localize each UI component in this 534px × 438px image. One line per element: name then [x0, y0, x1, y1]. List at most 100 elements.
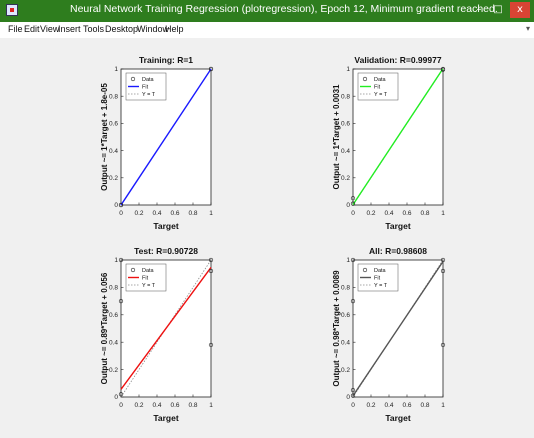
- data-point: [208, 66, 214, 72]
- x-tick-label: 0.6: [170, 402, 179, 409]
- y-tick-label: 0.2: [341, 367, 350, 374]
- y-tick-label: 0.6: [109, 312, 118, 319]
- y-axis-label: Output ~= 1*Target + 1.8e-05: [100, 83, 109, 191]
- menu-edit[interactable]: Edit: [24, 24, 40, 34]
- y-axis-label: Output ~= 0.98*Target + 0.0089: [332, 270, 341, 387]
- fit-line: [352, 68, 444, 205]
- legend-fit-label: Fit: [142, 85, 149, 91]
- x-tick-label: 1: [209, 210, 213, 217]
- y-axis-label: Output ~= 0.89*Target + 0.056: [100, 272, 109, 384]
- data-point: [208, 268, 214, 274]
- x-tick-label: 0: [351, 402, 355, 409]
- x-axis-label: Target: [153, 413, 179, 423]
- y-tick-label: 0.2: [341, 175, 350, 182]
- data-point: [350, 257, 356, 263]
- data-point: [350, 201, 356, 206]
- y-tick-label: 0.8: [341, 285, 350, 292]
- y-tick-label: 0.8: [341, 93, 350, 100]
- data-point: [118, 257, 124, 263]
- legend-data-marker: [130, 267, 136, 273]
- legend-data-label: Data: [142, 268, 155, 274]
- x-tick-label: 0.2: [366, 402, 375, 409]
- menu-file[interactable]: File: [8, 24, 23, 34]
- y-axis-label: Output ~= 1*Target + 0.0031: [332, 84, 341, 190]
- x-tick-label: 0: [119, 402, 123, 409]
- plot-title: Test: R=0.90728: [134, 246, 198, 256]
- y-tick-label: 0.8: [109, 285, 118, 292]
- fit-line: [120, 266, 212, 390]
- data-point: [350, 388, 356, 393]
- x-tick-label: 0.8: [420, 402, 429, 409]
- close-button[interactable]: x: [510, 2, 530, 18]
- title-bar: Neural Network Training Regression (plot…: [0, 0, 534, 22]
- data-point: [350, 299, 356, 304]
- legend-yt-label: Y = T: [374, 283, 388, 289]
- minimize-button[interactable]: –: [476, 4, 482, 15]
- legend-data-marker: [362, 267, 368, 273]
- y-tick-label: 0: [346, 394, 350, 401]
- x-tick-label: 0.4: [384, 210, 393, 217]
- menu-insert[interactable]: Insert: [58, 24, 81, 34]
- x-tick-label: 1: [441, 210, 445, 217]
- y-tick-label: 0: [346, 202, 350, 209]
- plot-1: Training: R=1 Target Output ~= 1*Target + …: [100, 55, 213, 231]
- data-point: [350, 196, 356, 201]
- plot-4: All: R=0.98608 Target Output ~= 0.98*Targe…: [332, 246, 445, 423]
- data-point: [440, 268, 446, 274]
- y-tick-label: 0: [114, 202, 118, 209]
- data-point: [118, 392, 124, 397]
- legend-yt-label: Y = T: [142, 283, 156, 289]
- y-tick-label: 1: [346, 66, 350, 73]
- data-point: [118, 299, 124, 304]
- x-tick-label: 0.2: [134, 402, 143, 409]
- x-tick-label: 0.2: [134, 210, 143, 217]
- legend-data-marker: [130, 76, 136, 82]
- maximize-button[interactable]: □: [493, 4, 503, 15]
- menu-help[interactable]: Help: [165, 24, 184, 34]
- y-tick-label: 0.2: [109, 367, 118, 374]
- y-tick-label: 1: [114, 257, 118, 264]
- y-tick-label: 0.4: [341, 148, 350, 155]
- y-tick-label: 0.6: [109, 121, 118, 128]
- x-tick-label: 0.6: [170, 210, 179, 217]
- menu-window[interactable]: Window: [137, 24, 170, 34]
- legend-yt-label: Y = T: [374, 92, 388, 98]
- toolbar-toggle-icon[interactable]: ▾: [525, 24, 530, 33]
- legend-yt-label: Y = T: [142, 92, 156, 98]
- data-point: [440, 67, 446, 72]
- y-tick-label: 0.4: [341, 339, 350, 346]
- y-tick-label: 0.2: [109, 175, 118, 182]
- window-title: Neural Network Training Regression (plot…: [70, 3, 498, 15]
- data-point: [350, 393, 356, 398]
- menu-desktop[interactable]: Desktop: [105, 24, 139, 34]
- y-tick-label: 0: [114, 394, 118, 401]
- plot-2: Validation: R=0.99977 Target Output ~= 1*T…: [332, 55, 445, 231]
- data-point: [208, 342, 214, 348]
- menu-tools[interactable]: Tools: [83, 24, 105, 34]
- y-tick-label: 0.4: [109, 148, 118, 155]
- x-tick-label: 0.8: [420, 210, 429, 217]
- x-axis-label: Target: [385, 221, 411, 231]
- x-tick-label: 0.4: [152, 402, 161, 409]
- x-axis-label: Target: [385, 413, 411, 423]
- menu-view[interactable]: View: [40, 24, 60, 34]
- data-point: [208, 257, 214, 263]
- x-tick-label: 0.6: [402, 402, 411, 409]
- y-tick-label: 0.8: [109, 93, 118, 100]
- legend-data-label: Data: [142, 77, 155, 83]
- legend-fit-label: Fit: [142, 276, 149, 282]
- x-tick-label: 0: [351, 210, 355, 217]
- fit-line: [352, 261, 444, 397]
- y-tick-label: 0.6: [341, 312, 350, 319]
- legend-fit-label: Fit: [374, 276, 381, 282]
- x-axis-label: Target: [153, 221, 179, 231]
- matlab-figure-icon[interactable]: [6, 4, 18, 16]
- data-point: [440, 257, 446, 263]
- legend-data-marker: [362, 76, 368, 82]
- x-tick-label: 0: [119, 210, 123, 217]
- figure-canvas: [0, 38, 534, 438]
- menu-bar: File Edit View Insert Tools Desktop Wind…: [0, 22, 534, 38]
- y-tick-label: 1: [114, 66, 118, 73]
- data-point: [118, 202, 124, 208]
